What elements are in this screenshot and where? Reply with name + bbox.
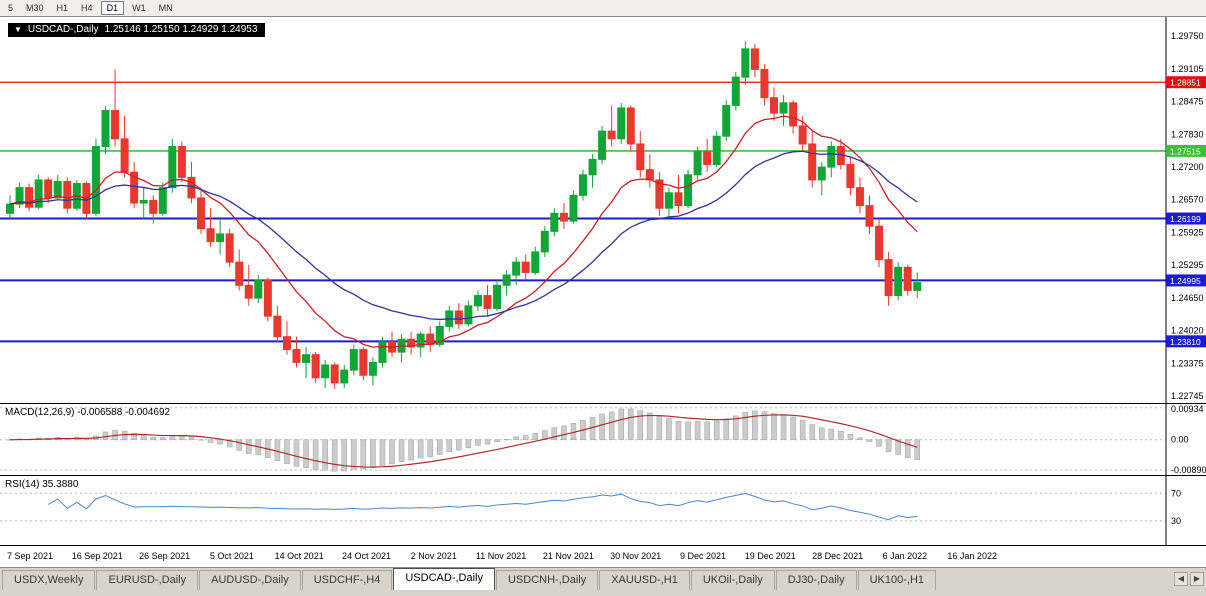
- svg-text:1.29750: 1.29750: [1171, 31, 1204, 41]
- svg-text:1.26570: 1.26570: [1171, 194, 1204, 204]
- svg-text:1.25295: 1.25295: [1171, 260, 1204, 270]
- chart-tab[interactable]: AUDUSD-,Daily: [199, 570, 301, 590]
- date-label: 11 Nov 2021: [475, 551, 527, 561]
- timeframe-button-D1[interactable]: D1: [100, 1, 125, 15]
- chart-tab[interactable]: EURUSD-,Daily: [96, 570, 199, 590]
- date-label: 19 Dec 2021: [744, 551, 796, 561]
- date-label: 21 Nov 2021: [542, 551, 594, 561]
- svg-text:-0.00890: -0.00890: [1171, 465, 1206, 475]
- date-label: 30 Nov 2021: [610, 551, 662, 561]
- date-label: 16 Jan 2022: [947, 551, 997, 561]
- svg-text:1.26199: 1.26199: [1170, 214, 1201, 224]
- svg-text:1.24995: 1.24995: [1170, 276, 1201, 286]
- date-label: 6 Jan 2022: [882, 551, 928, 561]
- candles: [6, 41, 922, 390]
- chart-ohlc-quote: 1.25146 1.25150 1.24929 1.24953: [104, 24, 258, 35]
- chart-tab[interactable]: USDCAD-,Daily: [393, 568, 495, 590]
- macd-axis-ticks: 0.00934 0.00 -0.00890: [1171, 404, 1206, 475]
- timeframe-button-W1[interactable]: W1: [132, 3, 146, 13]
- timeframe-button-M30[interactable]: M30: [26, 3, 44, 13]
- tab-scroll-right-icon[interactable]: ▶: [1190, 572, 1204, 586]
- price-tag: 1.26199: [1166, 212, 1206, 225]
- svg-text:1.23375: 1.23375: [1171, 359, 1204, 369]
- timeframe-button-H1[interactable]: H1: [56, 3, 69, 13]
- svg-text:30: 30: [1171, 516, 1181, 526]
- svg-text:1.25925: 1.25925: [1171, 228, 1204, 238]
- chart-tab[interactable]: UK100-,H1: [857, 570, 937, 590]
- date-axis[interactable]: 7 Sep 2021 16 Sep 2021 26 Sep 2021 5 Oct 20…: [0, 546, 1206, 567]
- svg-text:1.24020: 1.24020: [1171, 326, 1204, 336]
- main-chart-panel[interactable]: ▼ USDCAD-,Daily 1.25146 1.25150 1.24929 …: [0, 17, 1206, 404]
- price-tag: 1.28851: [1166, 76, 1206, 89]
- macd-signal-line: [9, 414, 918, 468]
- date-label: 5 Oct 2021: [209, 551, 254, 561]
- chart-tab[interactable]: USDX,Weekly: [2, 570, 96, 590]
- date-label: 14 Oct 2021: [274, 551, 324, 561]
- rsi-label: RSI(14) 35.3880: [5, 479, 79, 490]
- macd-label: MACD(12,26,9) -0.006588 -0.004692: [5, 407, 171, 418]
- chart-tab-bar: USDX,Weekly EURUSD-,Daily AUDUSD-,Daily USD…: [0, 567, 1206, 590]
- macd-histogram: [7, 408, 920, 472]
- chart-tab[interactable]: DJ30-,Daily: [775, 570, 857, 590]
- chart-tab[interactable]: UKOil-,Daily: [690, 570, 775, 590]
- svg-text:1.27830: 1.27830: [1171, 130, 1204, 140]
- chart-title-overlay[interactable]: ▼ USDCAD-,Daily 1.25146 1.25150 1.24929 …: [8, 23, 266, 37]
- date-label: 9 Dec 2021: [679, 551, 727, 561]
- chart-tab[interactable]: XAUUSD-,H1: [599, 570, 690, 590]
- rsi-chart[interactable]: 70 30: [0, 476, 1206, 545]
- ma-line-12: [9, 115, 918, 348]
- ma-line-26: [9, 150, 918, 321]
- price-tag: 1.27515: [1166, 144, 1206, 157]
- svg-text:1.27515: 1.27515: [1170, 146, 1201, 156]
- chart-symbol-label: USDCAD-,Daily: [27, 24, 99, 35]
- price-tag: 1.23810: [1166, 335, 1206, 348]
- chart-tab[interactable]: USDCHF-,H4: [301, 570, 393, 590]
- date-label: 28 Dec 2021: [812, 551, 864, 561]
- rsi-panel[interactable]: RSI(14) 35.3880 70 30: [0, 476, 1206, 546]
- svg-text:1.28851: 1.28851: [1170, 78, 1201, 88]
- date-label: 26 Sep 2021: [139, 551, 191, 561]
- svg-text:1.27200: 1.27200: [1171, 162, 1204, 172]
- tab-scroll-left-icon[interactable]: ◀: [1174, 572, 1188, 586]
- macd-chart[interactable]: 0.00934 0.00 -0.00890: [0, 404, 1206, 475]
- svg-text:1.23810: 1.23810: [1170, 337, 1201, 347]
- timeframe-button-H4[interactable]: H4: [81, 3, 93, 13]
- rsi-line: [47, 492, 918, 521]
- svg-text:1.28475: 1.28475: [1171, 97, 1204, 107]
- date-label: 7 Sep 2021: [6, 551, 54, 561]
- svg-text:1.22745: 1.22745: [1171, 391, 1204, 401]
- price-tag: 1.24995: [1166, 274, 1206, 287]
- price-axis-ticks: 1.29750 1.29105 1.28475 1.27830 1.27200 1.265…: [1171, 31, 1204, 401]
- rsi-axis-ticks: 70 30: [1171, 488, 1181, 526]
- date-label: 2 Nov 2021: [410, 551, 457, 561]
- timeframe-button-5[interactable]: 5: [8, 3, 14, 13]
- timeframe-button-MN[interactable]: MN: [158, 3, 173, 13]
- date-label: 16 Sep 2021: [71, 551, 123, 561]
- chart-dropdown-icon[interactable]: ▼: [14, 25, 22, 34]
- chart-tab[interactable]: USDCNH-,Daily: [495, 570, 599, 590]
- horizontal-lines: [0, 81, 1166, 343]
- date-label: 24 Oct 2021: [341, 551, 392, 561]
- timeframe-toolbar: 5 M30 H1 H4 D1 W1 MN: [0, 0, 1206, 17]
- macd-panel[interactable]: MACD(12,26,9) -0.006588 -0.004692 0.0093…: [0, 404, 1206, 476]
- svg-text:1.29105: 1.29105: [1171, 64, 1204, 74]
- svg-text:1.24650: 1.24650: [1171, 293, 1204, 303]
- svg-text:70: 70: [1171, 488, 1181, 498]
- svg-text:0.00934: 0.00934: [1171, 404, 1204, 414]
- bottom-strip: [0, 590, 1206, 596]
- candlestick-chart[interactable]: 1.29750 1.29105 1.28475 1.27830 1.27200 1.265…: [0, 17, 1206, 403]
- svg-text:0.00: 0.00: [1171, 435, 1189, 445]
